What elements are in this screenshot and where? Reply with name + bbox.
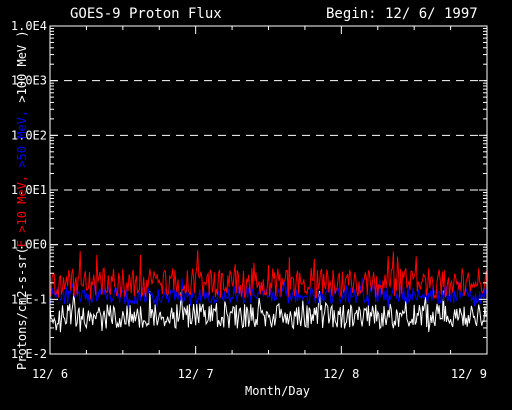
- y-tick-label: 1.E-2: [11, 347, 47, 361]
- grid-lines: [50, 80, 487, 246]
- y-axis-label-part: Protons/cm2-s-sr(: [15, 247, 29, 370]
- y-tick-label: 1.0E4: [11, 19, 47, 33]
- y-axis-label-part: >50 MeV,: [15, 103, 29, 168]
- x-tick-label: 12/ 7: [178, 367, 214, 381]
- x-axis-label: Month/Day: [245, 384, 310, 398]
- series-line: [49, 290, 488, 333]
- y-tick-label: 1.E-1: [11, 292, 47, 306]
- x-axis: 12/ 6 12/ 7 12/ 8 12/ 9: [32, 26, 488, 381]
- y-axis-label-part: >100 MeV ): [15, 30, 29, 102]
- begin-date-label: Begin: 12/ 6/ 1997: [326, 6, 478, 22]
- y-axis: 1.0E4 1.0E3 1.0E2 1.0E1 1.0E0 1.E-1 1.E-2: [11, 19, 487, 361]
- data-series: [49, 250, 488, 333]
- x-tick-label: 12/ 9: [451, 367, 487, 381]
- y-tick-label: 1.0E3: [11, 74, 47, 88]
- y-tick-label: 1.0E0: [11, 238, 47, 252]
- x-tick-label: 12/ 6: [32, 367, 68, 381]
- y-axis-label: Protons/cm2-s-sr(E >10 MeV, >50 MeV, >10…: [15, 30, 29, 370]
- y-tick-label: 1.0E1: [11, 183, 47, 197]
- y-tick-label: 1.0E2: [11, 128, 47, 142]
- series-line: [49, 250, 488, 300]
- y-axis-label-part: E >10 MeV,: [15, 168, 29, 247]
- x-tick-label: 12/ 8: [323, 367, 359, 381]
- chart-title: GOES-9 Proton Flux: [70, 6, 222, 22]
- series-line: [49, 277, 488, 308]
